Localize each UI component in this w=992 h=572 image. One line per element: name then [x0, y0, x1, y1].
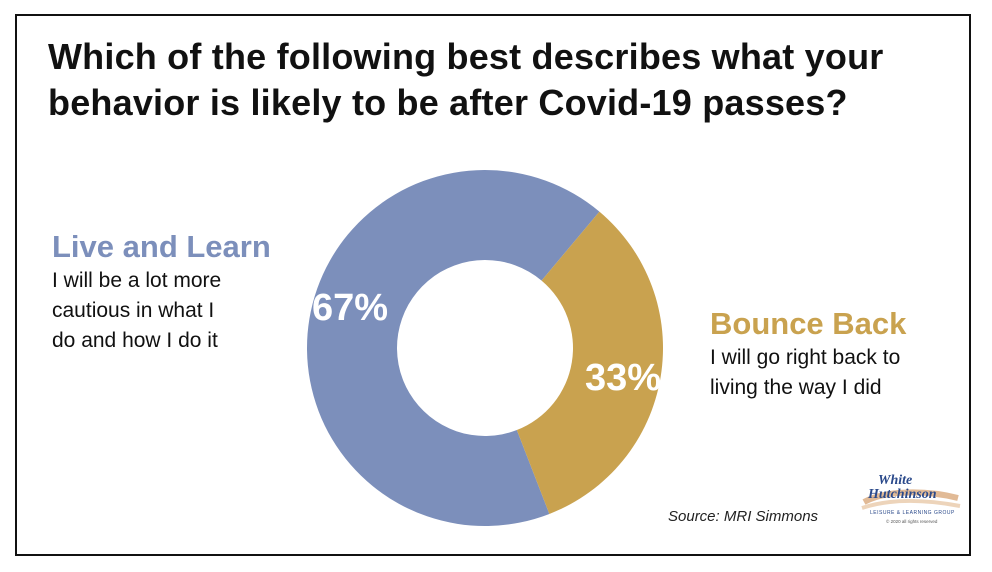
donut-slice-live-and-learn — [307, 170, 600, 526]
donut-slice-bounce-back — [516, 211, 663, 514]
white-hutchinson-logo: White Hutchinson LEISURE & LEARNING GROU… — [861, 473, 961, 524]
source-note: Source: MRI Simmons — [668, 508, 819, 525]
data-label-bounce-back: 33% — [585, 357, 661, 399]
live-and-learn-label: Live and Learn I will be a lot more caut… — [52, 228, 302, 356]
logo-word-1: White — [878, 473, 912, 488]
data-label-live-and-learn: 67% — [312, 287, 388, 329]
bounce-back-description-line-2: living the way I did — [710, 376, 882, 399]
live-and-learn-description-line-3: do and how I do it — [52, 329, 218, 352]
logo-copyright: © 2020 all rights reserved — [886, 518, 938, 524]
bounce-back-heading: Bounce Back — [710, 306, 907, 341]
logo-word-2: Hutchinson — [867, 487, 937, 502]
live-and-learn-heading: Live and Learn — [52, 229, 271, 264]
logo-tagline: LEISURE & LEARNING GROUP — [870, 510, 955, 516]
chart-title: Which of the following best describes wh… — [48, 36, 884, 123]
bounce-back-description-line-1: I will go right back to — [710, 346, 901, 369]
live-and-learn-description-line-2: cautious in what I — [52, 299, 215, 322]
bounce-back-label: Bounce Back I will go right back to livi… — [710, 305, 970, 403]
live-and-learn-description-line-1: I will be a lot more — [52, 269, 222, 292]
donut-chart: 67% 33% — [307, 170, 663, 526]
